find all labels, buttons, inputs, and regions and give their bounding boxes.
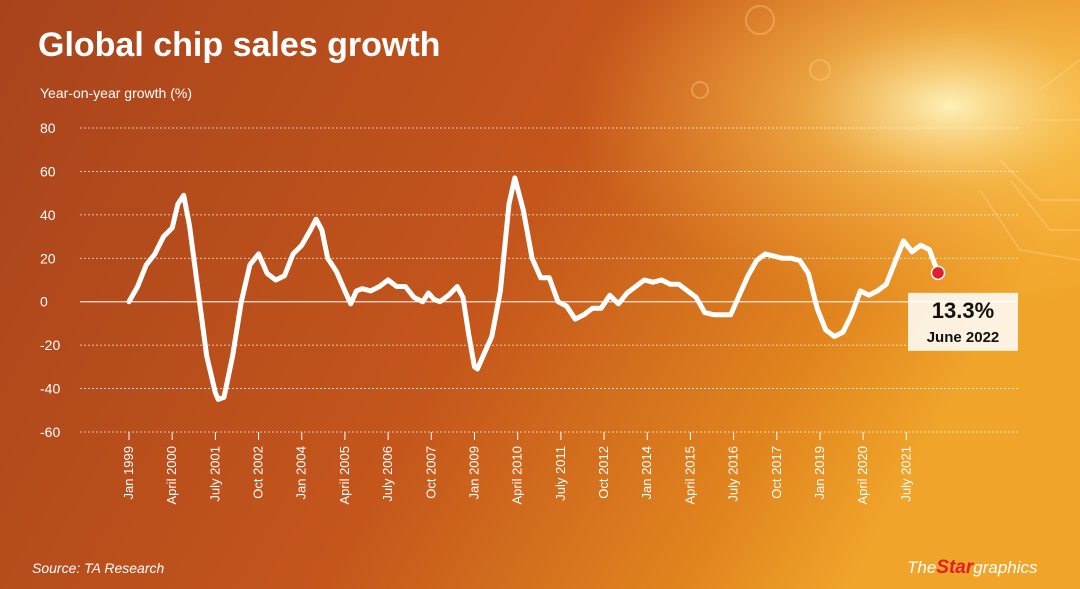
- line-series: [126, 175, 941, 402]
- chart-title: Global chip sales growth: [38, 26, 440, 64]
- x-tick-label: Jan 2009: [466, 446, 481, 500]
- y-tick-label: -60: [40, 424, 60, 440]
- y-axis-label: Year-on-year growth (%): [40, 85, 192, 101]
- y-tick-label: 60: [40, 163, 56, 179]
- branding: TheStargraphics: [907, 557, 1038, 578]
- annotation-box: [908, 292, 1018, 351]
- x-tick-label: April 2005: [337, 446, 352, 505]
- annotation-date: June 2022: [927, 329, 1000, 346]
- y-tick-label: 20: [40, 250, 56, 266]
- x-tick-label: April 2015: [682, 446, 697, 505]
- x-tick-label: Oct 2017: [769, 446, 784, 499]
- brand-star: Star: [936, 557, 975, 578]
- x-tick-label: July 2016: [726, 446, 741, 502]
- x-tick-label: April 2010: [510, 446, 525, 505]
- x-tick-label: Oct 2012: [596, 446, 611, 499]
- x-tick-label: Jan 2004: [294, 446, 309, 500]
- brand-the: The: [907, 558, 936, 577]
- x-tick-label: April 2020: [855, 446, 870, 505]
- annotation-value: 13.3%: [932, 298, 994, 323]
- source: Source: TA Research: [32, 560, 164, 576]
- x-tick-label: July 2021: [898, 446, 913, 502]
- x-tick-label: July 2011: [553, 446, 568, 501]
- y-tick-label: 0: [40, 294, 48, 310]
- x-tick-label: Oct 2002: [251, 446, 266, 499]
- circuit-decoration: [691, 5, 1080, 261]
- x-tick-label: July 2001: [207, 446, 222, 502]
- y-tick-label: -20: [40, 337, 60, 353]
- y-tick-label: -40: [40, 381, 60, 397]
- y-tick-label: 40: [40, 207, 56, 223]
- x-tick-label: April 2000: [164, 446, 179, 505]
- x-tick-label: Jan 2019: [812, 446, 827, 500]
- x-tick-label: Jan 2014: [639, 446, 654, 500]
- brand-graphics: graphics: [973, 558, 1038, 577]
- x-tick-label: Jan 1999: [121, 446, 136, 500]
- highlight-dot: [930, 265, 946, 281]
- y-tick-label: 80: [40, 120, 56, 136]
- x-tick-label: July 2006: [380, 446, 395, 502]
- x-tick-label: Oct 2007: [423, 446, 438, 499]
